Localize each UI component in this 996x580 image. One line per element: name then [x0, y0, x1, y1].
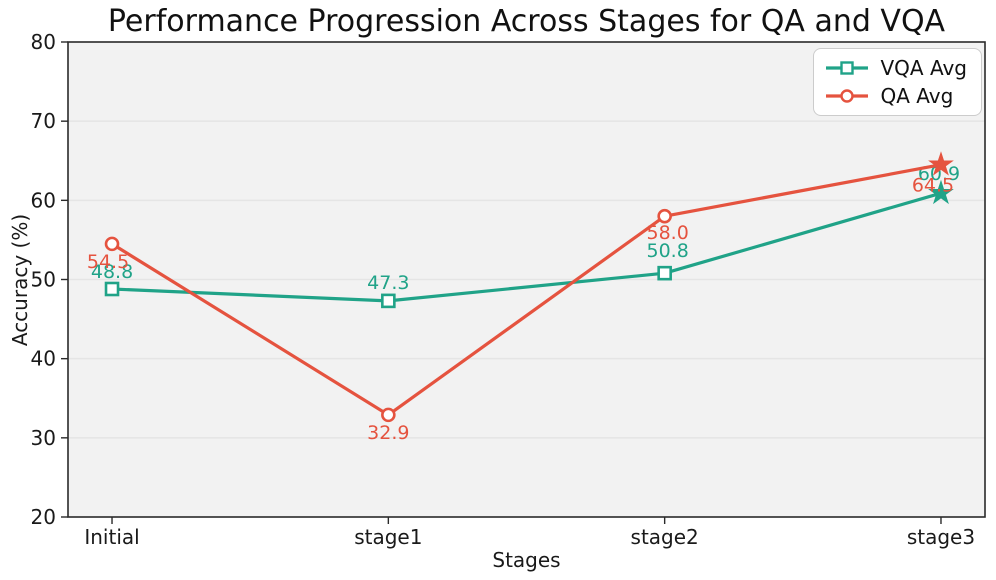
- square-marker-vqa-avg: [104, 281, 120, 297]
- chart-title: Performance Progression Across Stages fo…: [107, 4, 946, 39]
- star-marker-vqa-avg: [928, 179, 954, 205]
- legend-item-qa-avg: QA Avg: [824, 85, 967, 107]
- y-tick-label: 20: [31, 505, 56, 529]
- legend-label-vqa-avg: VQA Avg: [880, 56, 967, 80]
- value-label-qa-avg: 64.5: [912, 175, 954, 197]
- x-tick-label: stage2: [631, 525, 699, 549]
- y-axis-label: Accuracy (%): [8, 213, 32, 347]
- teal-line-square-marker-icon: [826, 61, 869, 75]
- legend: VQA Avg QA Avg: [813, 48, 982, 116]
- value-label-qa-avg: 58.0: [647, 222, 689, 244]
- y-tick-label: 70: [31, 109, 56, 133]
- star-marker-qa-avg: [928, 151, 954, 176]
- value-label-vqa-avg: 50.8: [647, 240, 689, 262]
- value-label-vqa-avg: 47.3: [367, 272, 409, 294]
- red-line-circle-marker-icon: [826, 89, 869, 103]
- legend-label-qa-avg: QA Avg: [880, 84, 954, 108]
- x-tick-label: stage1: [354, 525, 422, 549]
- y-tick-label: 30: [31, 426, 56, 450]
- series-line-qa-avg: [110, 163, 943, 417]
- value-label-vqa-avg: 48.8: [91, 261, 133, 283]
- x-tick-label: Initial: [84, 525, 139, 549]
- square-marker-vqa-avg: [381, 293, 396, 309]
- y-tick-label: 80: [31, 30, 56, 54]
- x-tick-label: stage3: [907, 525, 975, 549]
- y-tick-label: 60: [31, 188, 56, 212]
- series-line-vqa-avg: [110, 191, 943, 303]
- value-label-qa-avg: 32.9: [367, 422, 409, 444]
- square-marker-vqa-avg: [657, 265, 672, 281]
- circle-marker-qa-avg: [657, 208, 672, 224]
- y-tick-label: 40: [31, 347, 56, 371]
- value-label-vqa-avg: 60.9: [918, 163, 960, 185]
- x-axis-label: Stages: [492, 548, 561, 572]
- circle-marker-qa-avg: [381, 407, 396, 423]
- circle-marker-qa-avg: [104, 236, 120, 252]
- y-tick-label: 50: [31, 268, 56, 292]
- value-label-qa-avg: 54.5: [87, 251, 129, 273]
- legend-item-vqa-avg: VQA Avg: [824, 57, 967, 79]
